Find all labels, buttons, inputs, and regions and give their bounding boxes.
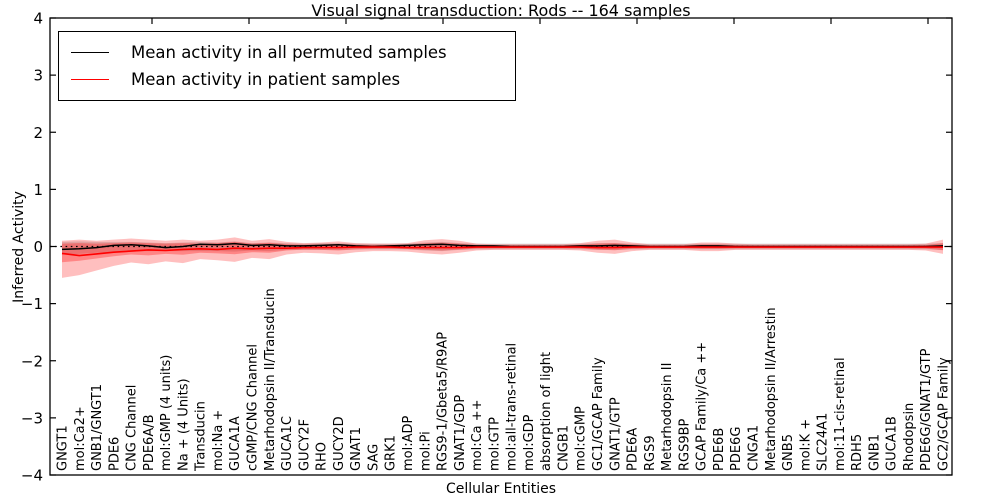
- legend-label-patient: Mean activity in patient samples: [131, 70, 401, 90]
- x-category-label: cGMP/CNG Channel: [246, 344, 261, 471]
- x-category-label: RGS9BP: [677, 418, 692, 471]
- x-category-label: mol:GTP: [487, 417, 502, 471]
- x-category-label: GNB1/GNGT1: [90, 384, 105, 471]
- x-category-label: mol:all-trans-retinal: [505, 343, 520, 471]
- x-category-label: mol:Na +: [211, 410, 226, 471]
- x-category-label: mol:K +: [798, 419, 813, 471]
- x-category-label: GNB5: [781, 434, 796, 471]
- x-category-label: PDE6G: [729, 427, 744, 471]
- x-category-label: PDE6: [107, 437, 122, 471]
- legend-line-permuted-icon: [71, 51, 109, 53]
- x-category-label: RDH5: [850, 434, 865, 471]
- x-category-label: GNAT1/GDP: [453, 395, 468, 471]
- x-category-label: GC1/GCAP Family: [591, 357, 606, 471]
- x-category-label: Metarhodopsin II: [660, 363, 675, 471]
- x-category-label: CNGB1: [556, 425, 571, 471]
- x-category-label: GNAT1/GTP: [608, 397, 623, 471]
- x-category-label: mol:11-cis-retinal: [833, 357, 848, 471]
- x-category-label: CNGA1: [746, 425, 761, 471]
- x-category-label: GNAT1: [349, 427, 364, 471]
- x-category-label: GUCY2D: [332, 416, 347, 471]
- x-category-label: GUCY2F: [297, 419, 312, 471]
- x-category-label: PDE6A: [626, 428, 641, 471]
- x-category-label: Transducin: [194, 401, 209, 472]
- y-tick-label: −2: [21, 352, 43, 370]
- x-category-label: mol:Pi: [418, 431, 433, 471]
- y-tick-label: −1: [21, 295, 43, 313]
- chart-title: Visual signal transduction: Rods -- 164 …: [311, 1, 691, 20]
- x-category-label: PDE6G/GNAT1/GTP: [919, 348, 934, 471]
- y-tick-label: 2: [33, 124, 43, 142]
- x-category-label: GUCA1C: [280, 416, 295, 471]
- y-tick-label: −3: [21, 409, 43, 427]
- x-category-label: absorption of light: [539, 352, 554, 471]
- x-category-label: mol:GMP (4 units): [159, 355, 174, 471]
- x-category-label: mol:cGMP: [574, 406, 589, 471]
- x-category-label: GUCA1A: [228, 416, 243, 471]
- x-category-label: RGS9: [643, 435, 658, 471]
- legend: Mean activity in all permuted samples Me…: [58, 31, 516, 101]
- x-category-label: mol:Ca ++: [470, 399, 485, 471]
- legend-item-patient: Mean activity in patient samples: [59, 70, 515, 89]
- x-category-label: PDE6A/B: [142, 414, 157, 471]
- x-category-label: GUCA1B: [885, 416, 900, 471]
- data-layer: [50, 237, 952, 278]
- x-category-label: RHO: [315, 442, 330, 471]
- x-category-label: GRK1: [384, 435, 399, 471]
- legend-item-permuted: Mean activity in all permuted samples: [59, 43, 515, 62]
- x-category-label: mol:ADP: [401, 415, 416, 471]
- x-category-label: PDE6B: [712, 428, 727, 471]
- x-category-label: Rhodopsin: [902, 403, 917, 471]
- x-category-label: GNB1: [867, 434, 882, 471]
- x-category-label: Na + (4 Units): [176, 378, 191, 471]
- x-category-label: Metarhodopsin II/Arrestin: [764, 307, 779, 471]
- x-category-label: mol:GDP: [522, 414, 537, 471]
- x-category-label: RGS9-1/Gbeta5/R9AP: [436, 332, 451, 471]
- x-category-label: GCAP Family/Ca ++: [695, 342, 710, 471]
- x-axis-label: Cellular Entities: [445, 481, 557, 497]
- x-category-label: SAG: [366, 444, 381, 471]
- patient-mean-line: [61, 246, 943, 257]
- legend-line-patient-icon: [71, 79, 109, 81]
- y-tick-label: 1: [33, 181, 43, 199]
- y-tick-label: 0: [33, 238, 43, 256]
- x-category-label: GNGT1: [56, 425, 71, 471]
- y-tick-label: −4: [21, 467, 43, 485]
- y-tick-label: 3: [33, 67, 43, 85]
- x-category-label: CNG Channel: [125, 385, 140, 471]
- x-category-label: SLC24A1: [816, 413, 831, 471]
- y-tick-label: 4: [33, 10, 43, 28]
- legend-label-permuted: Mean activity in all permuted samples: [131, 42, 447, 62]
- x-category-label: Metarhodopsin II/Transducin: [263, 288, 278, 471]
- permuted-std-band: [62, 241, 943, 255]
- x-category-label: mol:Ca2+: [73, 406, 88, 471]
- x-category-label: GC2/GCAP Family: [937, 357, 952, 471]
